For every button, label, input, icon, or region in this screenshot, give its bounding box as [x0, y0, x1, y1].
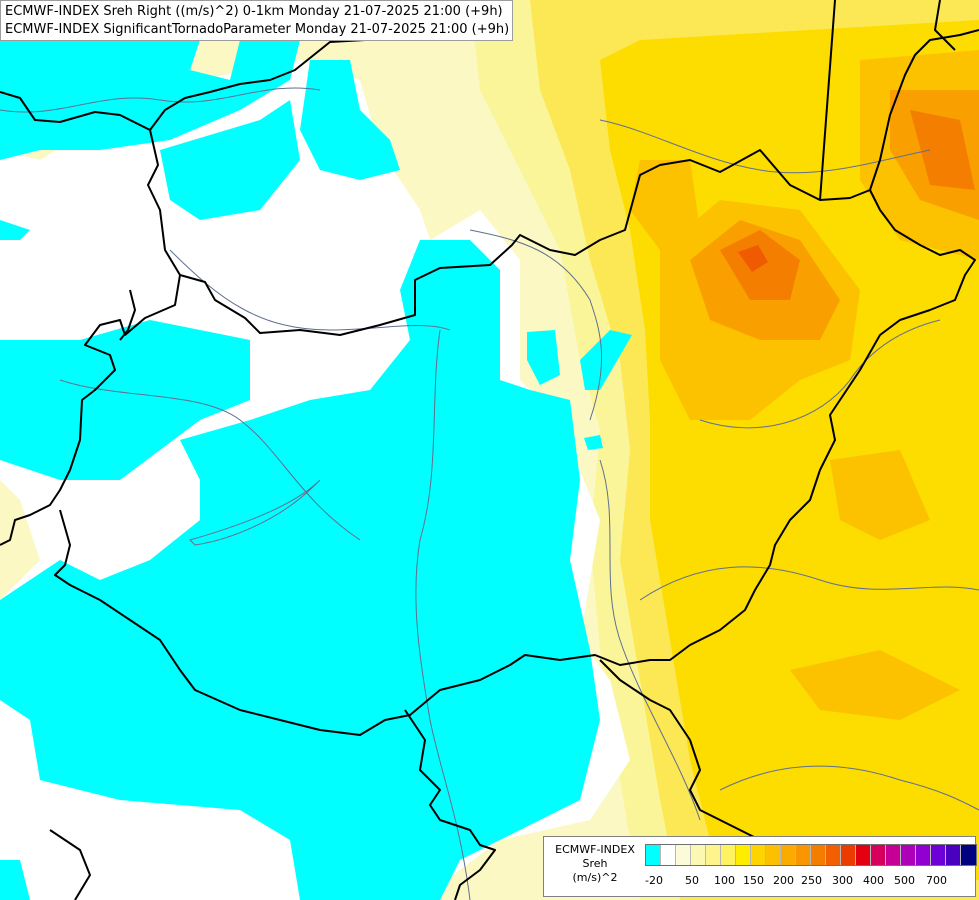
field-negative-islet-c [584, 435, 603, 450]
river-line [719, 765, 979, 811]
field-negative-left-edge [0, 220, 30, 240]
legend-tick-label: 500 [894, 874, 915, 887]
legend-swatch [676, 845, 691, 865]
legend-swatch [871, 845, 886, 865]
field-amber-southeast [790, 650, 960, 720]
river-line [599, 119, 931, 174]
legend-tick-label: -20 [645, 874, 663, 887]
legend-tick-label: 300 [832, 874, 853, 887]
legend-tick-label: 400 [863, 874, 884, 887]
legend-tick-label: 100 [714, 874, 735, 887]
color-legend: ECMWF-INDEX Sreh (m/s)^2 -20 50 100 150 200 2… [543, 836, 977, 897]
field-amber-east [830, 450, 930, 540]
legend-swatch [826, 845, 841, 865]
border-line [147, 29, 979, 336]
map-title-line-2: ECMWF-INDEX SignificantTornadoParameter … [5, 22, 510, 37]
legend-title-line-2: Sreh [582, 857, 608, 870]
border-line [54, 189, 976, 736]
border-line [404, 709, 496, 900]
river-line [415, 329, 471, 900]
legend-tick-label: 200 [773, 874, 794, 887]
field-negative-north [160, 100, 300, 220]
map-title-line-1: ECMWF-INDEX Sreh Right ((m/s)^2) 0-1km M… [5, 4, 503, 19]
river-line [599, 459, 701, 821]
legend-swatch [691, 845, 706, 865]
border-line [819, 0, 836, 201]
legend-tick-labels: -20 50 100 150 200 250 300 400 500 700 [639, 874, 969, 890]
river-lines [0, 87, 979, 900]
river-line [0, 87, 321, 113]
legend-title-line-3: (m/s)^2 [572, 871, 618, 884]
field-negative-main [0, 240, 600, 900]
river-line [699, 319, 941, 429]
legend-tick-label: 250 [801, 874, 822, 887]
legend-swatch [856, 845, 871, 865]
legend-swatch [961, 845, 976, 865]
river-line [639, 566, 979, 601]
legend-swatch [661, 845, 676, 865]
field-negative-south-edge [0, 860, 30, 900]
legend-swatch [646, 845, 661, 865]
field-negative-northwest [0, 40, 300, 160]
field-negative-north-central [300, 60, 400, 180]
field-negative-west [0, 320, 250, 480]
legend-swatch [901, 845, 916, 865]
map-title-box: ECMWF-INDEX Sreh Right ((m/s)^2) 0-1km M… [0, 0, 513, 41]
legend-title-line-1: ECMWF-INDEX [555, 843, 635, 856]
legend-tick-label: 50 [685, 874, 699, 887]
river-line [469, 229, 603, 421]
border-line [49, 829, 91, 900]
field-red-orange-core [738, 245, 768, 272]
legend-swatch [781, 845, 796, 865]
border-line [599, 659, 761, 841]
river-line [59, 379, 361, 541]
legend-swatch [706, 845, 721, 865]
border-line [0, 0, 391, 131]
legend-swatch [886, 845, 901, 865]
legend-swatch [751, 845, 766, 865]
legend-tick-label: 700 [926, 874, 947, 887]
field-negative-islet-b [580, 330, 632, 390]
river-line [189, 479, 321, 546]
legend-swatch [946, 845, 961, 865]
border-line [119, 289, 136, 341]
field-negative-islet-a [527, 330, 560, 385]
legend-swatch [931, 845, 946, 865]
legend-title: ECMWF-INDEX Sreh (m/s)^2 [548, 843, 642, 885]
legend-swatch [721, 845, 736, 865]
legend-swatch [811, 845, 826, 865]
legend-swatch [766, 845, 781, 865]
legend-swatch [916, 845, 931, 865]
field-amber-north [630, 160, 700, 250]
legend-tick-label: 150 [743, 874, 764, 887]
border-line [934, 0, 956, 51]
legend-swatch [736, 845, 751, 865]
legend-swatch [841, 845, 856, 865]
field-deep-orange-ne [910, 110, 975, 190]
legend-swatch [796, 845, 811, 865]
legend-color-scale [645, 844, 977, 866]
river-line [169, 249, 451, 331]
